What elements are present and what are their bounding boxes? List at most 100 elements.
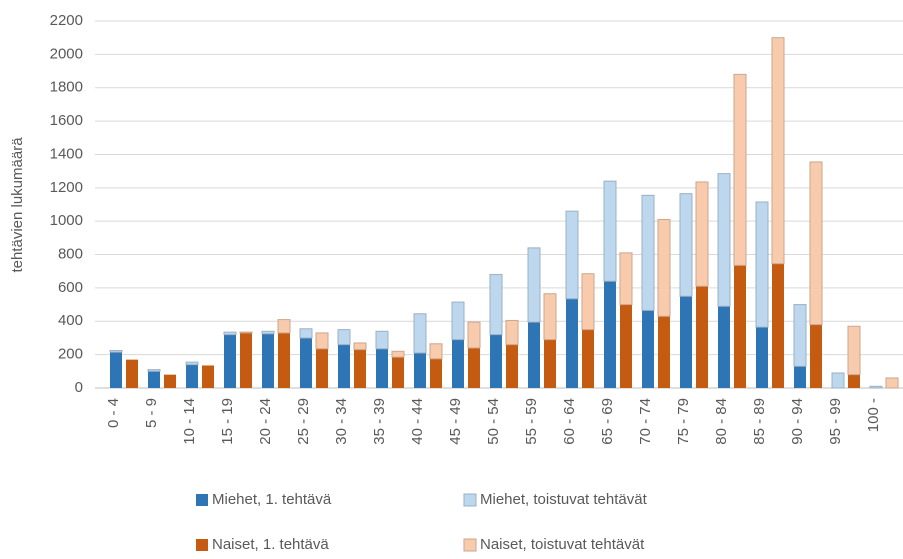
bar-segment	[831, 372, 845, 389]
legend-label: Naiset, 1. tehtävä	[212, 536, 329, 553]
bar-segment	[604, 281, 616, 388]
bar-segment	[734, 265, 746, 388]
bar-segment	[695, 181, 709, 287]
bar-segment	[110, 352, 122, 388]
bar-segment	[490, 334, 502, 388]
y-tick-label: 1200	[50, 179, 83, 196]
x-tick-label: 50 - 54	[485, 398, 502, 445]
x-tick-label: 35 - 39	[371, 398, 388, 445]
bar-segment	[771, 37, 785, 265]
legend-label: Miehet, 1. tehtävä	[212, 491, 332, 508]
y-tick-label: 600	[58, 279, 83, 296]
bar-segment	[430, 358, 442, 388]
x-tick-label: 15 - 19	[219, 398, 236, 445]
x-tick-label: 100 -	[865, 398, 882, 432]
legend-label: Miehet, toistuvat tehtävät	[480, 491, 648, 508]
bar-segment	[696, 286, 708, 388]
bar-segment	[375, 330, 389, 350]
bar-segment	[452, 339, 464, 388]
bar-segment	[202, 365, 214, 388]
bar-segment	[793, 304, 807, 367]
bar-segment	[847, 325, 861, 376]
bar-segment	[794, 366, 806, 388]
bar-segment	[544, 339, 556, 388]
bar-segment	[147, 369, 161, 372]
x-tick-label: 30 - 34	[333, 398, 350, 445]
x-tick-label: 25 - 29	[295, 398, 312, 445]
bar-segment	[658, 316, 670, 388]
bar-segment	[299, 328, 313, 339]
bar-segment	[869, 385, 883, 389]
bar-segment	[582, 329, 594, 388]
bar-segment	[603, 180, 617, 282]
bar-segment	[467, 321, 481, 349]
bar-segment	[429, 343, 443, 360]
bar-segment	[223, 331, 237, 336]
bar-segment	[413, 313, 427, 354]
bar-segment	[224, 334, 236, 388]
bar-segment	[528, 322, 540, 388]
bar-segment	[566, 298, 578, 388]
x-tick-label: 90 - 94	[789, 398, 806, 445]
bar-segment	[262, 333, 274, 388]
bar-segment	[414, 352, 426, 388]
y-tick-label: 200	[58, 346, 83, 363]
bar-segment	[620, 304, 632, 388]
x-tick-label: 80 - 84	[713, 398, 730, 445]
y-tick-label: 2000	[50, 45, 83, 62]
bar-segment	[353, 342, 367, 351]
y-axis-label: tehtävien lukumäärä	[9, 137, 26, 273]
x-tick-label: 40 - 44	[409, 398, 426, 445]
bar-segment	[718, 306, 730, 388]
bar-segment	[337, 329, 351, 346]
y-tick-label: 800	[58, 246, 83, 263]
bar-segment	[733, 73, 747, 266]
bar-segment	[277, 319, 291, 334]
y-tick-label: 0	[75, 379, 83, 396]
bar-segment	[506, 344, 518, 388]
bar-segment	[164, 374, 176, 388]
bar-segment	[261, 330, 275, 335]
bar-segment	[186, 364, 198, 388]
bar-segment	[885, 377, 899, 389]
x-tick-label: 95 - 99	[827, 398, 844, 445]
bar-segment	[810, 324, 822, 388]
x-tick-label: 85 - 89	[751, 398, 768, 445]
x-tick-label: 65 - 69	[599, 398, 616, 445]
bar-segment	[581, 273, 595, 331]
x-tick-label: 45 - 49	[447, 398, 464, 445]
x-tick-label: 0 - 4	[105, 398, 122, 428]
bar-segment	[316, 348, 328, 388]
bar-segment	[300, 337, 312, 388]
x-tick-label: 75 - 79	[675, 398, 692, 445]
bar-segment	[315, 332, 329, 350]
bar-segment	[756, 327, 768, 388]
x-tick-label: 5 - 9	[143, 398, 160, 428]
bar-segment	[338, 344, 350, 388]
bar-segment	[109, 349, 123, 353]
bar-segment	[126, 359, 138, 388]
y-tick-label: 1800	[50, 79, 83, 96]
x-tick-label: 60 - 64	[561, 398, 578, 445]
bar-segment	[679, 193, 693, 297]
bar-segment	[239, 331, 253, 334]
bar-segment	[278, 332, 290, 388]
y-tick-label: 1000	[50, 212, 83, 229]
x-tick-label: 20 - 24	[257, 398, 274, 445]
bar-segment	[527, 247, 541, 323]
y-tick-label: 400	[58, 312, 83, 329]
x-tick-label: 70 - 74	[637, 398, 654, 445]
legend-swatch	[463, 538, 477, 552]
legend-swatch	[463, 493, 477, 507]
bar-segment	[468, 347, 480, 388]
bar-segment	[848, 374, 860, 388]
bar-segment	[717, 173, 731, 307]
bar-segment	[755, 201, 769, 328]
bar-segment	[489, 274, 503, 336]
bar-segment	[657, 219, 671, 317]
bar-segment	[240, 332, 252, 388]
legend-swatch	[196, 494, 208, 506]
x-tick-label: 10 - 14	[181, 398, 198, 445]
bar-segment	[641, 194, 655, 311]
